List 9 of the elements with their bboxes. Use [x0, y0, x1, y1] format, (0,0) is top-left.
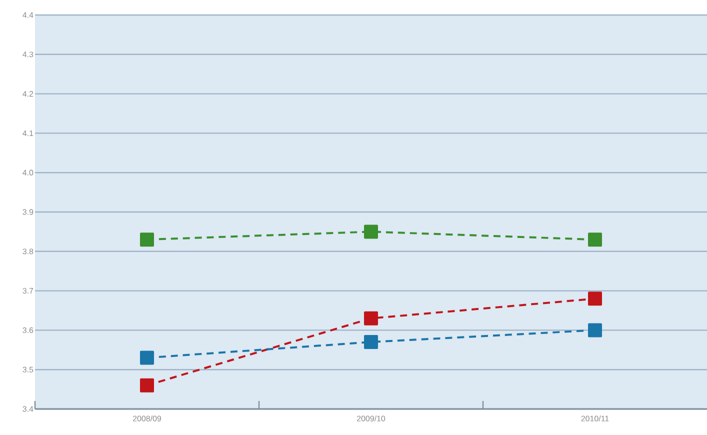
point	[140, 232, 154, 247]
point	[588, 232, 602, 247]
point	[364, 311, 378, 326]
point	[588, 292, 602, 306]
point	[140, 378, 154, 392]
point	[140, 350, 154, 365]
point	[364, 335, 378, 350]
point	[364, 224, 378, 239]
point	[588, 323, 602, 338]
